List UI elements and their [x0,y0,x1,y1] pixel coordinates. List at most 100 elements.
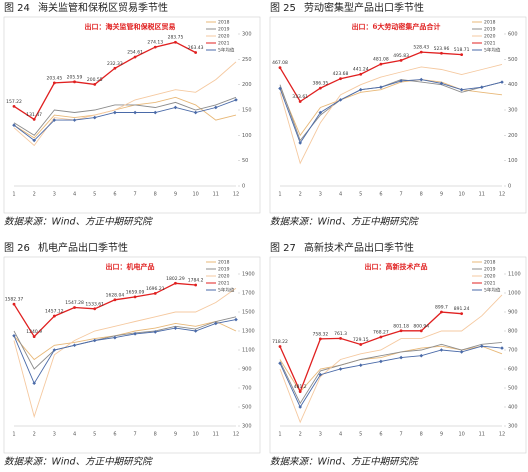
data-point [399,58,403,62]
data-label: 1582.37 [5,297,24,303]
y-tick-label: 500 [242,405,252,411]
chart-frame [3,16,261,214]
legend-label: 2018 [484,20,496,26]
data-label: 1533.61 [85,301,104,307]
data-point [32,117,36,121]
data-point [193,110,198,115]
series-line [13,287,237,419]
figure-label: 图 26 [4,242,30,254]
legend-label: 5年均值 [484,287,501,294]
series-line [279,345,503,393]
x-tick-label: 12 [233,192,239,198]
y-tick-label: 200 [508,133,518,139]
data-point [113,298,117,302]
data-point [32,335,36,339]
data-label: 1457.12 [45,309,64,315]
data-point [12,333,16,338]
data-point [113,66,117,70]
data-point [92,115,97,120]
series-line [279,51,462,103]
y-tick-label: 900 [242,367,252,373]
x-tick-label: 7 [133,192,136,198]
data-point [72,118,77,122]
y-tick-label: 1000 [508,291,521,297]
x-tick-label: 11 [213,192,219,198]
data-point [92,338,97,343]
data-point [379,359,383,364]
data-label: 718.22 [272,339,288,345]
y-tick-label: 1100 [508,272,521,278]
data-label: 1659.09 [126,289,145,295]
data-point [32,381,36,386]
data-point [419,77,424,82]
x-tick-label: 9 [174,192,177,198]
y-tick-label: 700 [242,386,252,392]
series-line [13,61,237,147]
legend-label: 2020 [484,274,496,280]
data-point [173,326,178,330]
x-tick-label: 11 [479,192,485,198]
y-tick-label: 250 [242,57,252,63]
x-tick-label: 6 [113,192,116,198]
data-point [298,390,302,393]
x-tick-label: 8 [420,432,423,438]
data-point [133,55,137,59]
data-label: 467.08 [272,60,288,66]
x-tick-label: 7 [399,192,402,198]
data-label: 203.45 [46,75,62,81]
y-tick-label: 100 [242,133,252,139]
data-point [234,98,238,102]
data-point [133,110,137,115]
x-tick-label: 5 [359,432,362,438]
x-tick-label: 9 [440,192,443,198]
x-tick-label: 7 [133,432,136,438]
y-tick-label: 800 [508,329,518,335]
y-tick-label: 700 [508,348,518,354]
data-point [153,291,157,295]
data-point [500,80,504,84]
data-label: 386.35 [312,81,328,87]
data-point [214,321,218,326]
legend-label: 2020 [218,34,230,40]
chart-subtitle: 出口：机电产品 [106,262,155,271]
chart-frame [3,256,261,454]
figure-title: 劳动密集型产品出口季节性 [304,1,424,14]
x-tick-label: 9 [440,432,443,438]
data-point [500,346,504,350]
legend-label: 2018 [218,20,230,26]
data-point [419,50,423,54]
y-tick-label: 300 [242,424,252,430]
y-tick-label: 600 [508,367,518,373]
data-point [359,343,363,346]
data-point [440,310,443,314]
y-tick-label: 500 [508,386,518,392]
data-point [460,312,464,316]
figure-title: 高新技术产品出口季节性 [304,241,414,254]
x-tick-label: 7 [399,432,402,438]
x-tick-label: 1 [12,192,15,198]
data-label: 131.47 [26,112,42,118]
series-line [13,282,196,338]
data-point [338,98,343,102]
legend-label: 2019 [484,267,496,273]
source-note: 数据来源：Wind、方正中期研究院 [270,216,419,228]
series-line [13,321,237,361]
data-point [379,335,383,339]
data-point [318,110,323,115]
source-note: 数据来源：Wind、方正中期研究院 [270,456,419,468]
legend-label: 2018 [218,260,230,266]
x-tick-label: 3 [319,432,322,438]
data-point [439,81,444,86]
data-point [12,104,16,108]
series-line [279,345,503,408]
data-point [338,367,343,371]
y-tick-label: 1100 [242,348,255,354]
data-label: 254.61 [127,49,143,55]
legend-label: 2019 [218,267,230,273]
x-tick-label: 5 [359,192,362,198]
data-label: 801.18 [393,323,409,329]
data-point [133,295,137,299]
legend-label: 2020 [218,274,230,280]
chart-frame [269,16,527,214]
